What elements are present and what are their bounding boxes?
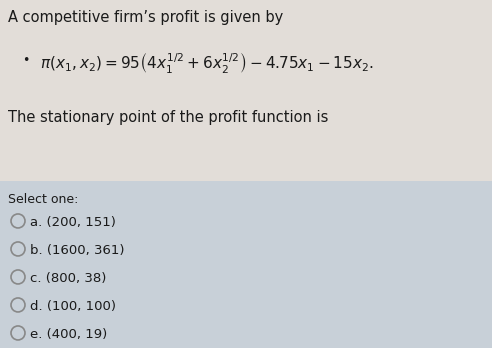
Text: c. (800, 38): c. (800, 38) <box>30 272 106 285</box>
Text: A competitive firm’s profit is given by: A competitive firm’s profit is given by <box>8 10 283 25</box>
Text: a. (200, 151): a. (200, 151) <box>30 216 116 229</box>
Text: Select one:: Select one: <box>8 193 78 206</box>
Text: $\pi(x_1, x_2) = 95\left(4x_1^{1/2} + 6x_2^{1/2}\right) - 4.75x_1 - 15x_2.$: $\pi(x_1, x_2) = 95\left(4x_1^{1/2} + 6x… <box>40 50 374 75</box>
Bar <box>0 0 492 181</box>
Text: b. (1600, 361): b. (1600, 361) <box>30 244 124 257</box>
Text: •: • <box>22 54 30 67</box>
Text: The stationary point of the profit function is: The stationary point of the profit funct… <box>8 110 328 125</box>
Text: e. (400, 19): e. (400, 19) <box>30 328 107 341</box>
Text: d. (100, 100): d. (100, 100) <box>30 300 116 313</box>
